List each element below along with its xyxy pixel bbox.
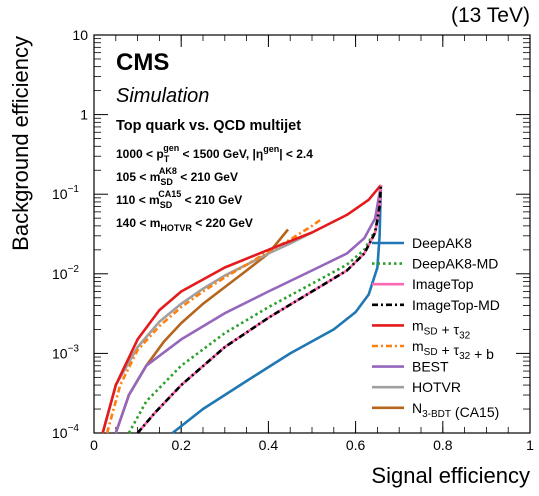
energy-label: (13 TeV) xyxy=(451,4,530,27)
cut-ak8: 105 < mSDAK8 < 210 GeV xyxy=(116,166,238,187)
legend-label-4: mSD + τ32 xyxy=(412,317,471,341)
series-line-4 xyxy=(101,184,382,434)
x-axis-label: Signal efficiency xyxy=(371,463,530,488)
legend-label-6: BEST xyxy=(412,359,449,375)
series-line-6 xyxy=(114,184,383,434)
series-line-7 xyxy=(101,231,313,434)
y-axis-label: Background efficiency xyxy=(8,36,33,251)
heading-label: Top quark vs. QCD multijet xyxy=(116,118,301,134)
legend-label-5: mSD + τ32 + b xyxy=(412,338,494,362)
x-tick-label: 0.8 xyxy=(433,437,453,453)
x-tick-label: 0.6 xyxy=(346,437,366,453)
series-line-3 xyxy=(136,185,383,434)
y-tick-label: 1 xyxy=(80,107,88,123)
cut-ca15: 110 < mSDCA15 < 210 GeV xyxy=(116,189,242,210)
series-layer xyxy=(101,184,383,435)
y-tick-label: 10−1 xyxy=(52,184,79,202)
y-tick-label: 10 xyxy=(72,27,88,43)
legend-label-7: HOTVR xyxy=(412,379,461,395)
legend-label-2: ImageTop xyxy=(412,276,474,292)
x-tick-label: 0.2 xyxy=(171,437,191,453)
y-tick-label: 10−4 xyxy=(52,423,79,441)
series-line-8 xyxy=(114,228,290,434)
series-line-0 xyxy=(171,185,383,435)
cut-hotvr: 140 < mHOTVR < 220 GeV xyxy=(116,216,253,233)
legend-label-0: DeepAK8 xyxy=(412,235,472,251)
experiment-label: CMS xyxy=(116,49,169,76)
series-line-5 xyxy=(105,218,322,434)
legend-label-8: N3-BDT (CA15) xyxy=(412,400,499,420)
x-tick-label: 0.4 xyxy=(259,437,279,453)
y-tick-label: 10−3 xyxy=(52,343,79,361)
x-tick-label: 0 xyxy=(90,437,98,453)
legend: DeepAK8 DeepAK8-MD ImageTop ImageTop-MD mSD … xyxy=(372,235,500,420)
legend-label-3: ImageTop-MD xyxy=(412,297,500,313)
axis-ticks: 0 0.2 0.4 0.6 0.8 1 10 1 10−1 10−2 10−3 10−4 xyxy=(52,27,534,453)
x-tick-label: 1 xyxy=(526,437,534,453)
subtitle-label: Simulation xyxy=(116,85,209,107)
legend-label-1: DeepAK8-MD xyxy=(412,256,498,272)
cut-annotations: 1000 < pTgen < 1500 GeV, |ηgen| < 2.4 10… xyxy=(116,143,313,233)
y-tick-label: 10−2 xyxy=(52,264,79,282)
cut-pt: 1000 < pTgen < 1500 GeV, |ηgen| < 2.4 xyxy=(116,143,313,164)
